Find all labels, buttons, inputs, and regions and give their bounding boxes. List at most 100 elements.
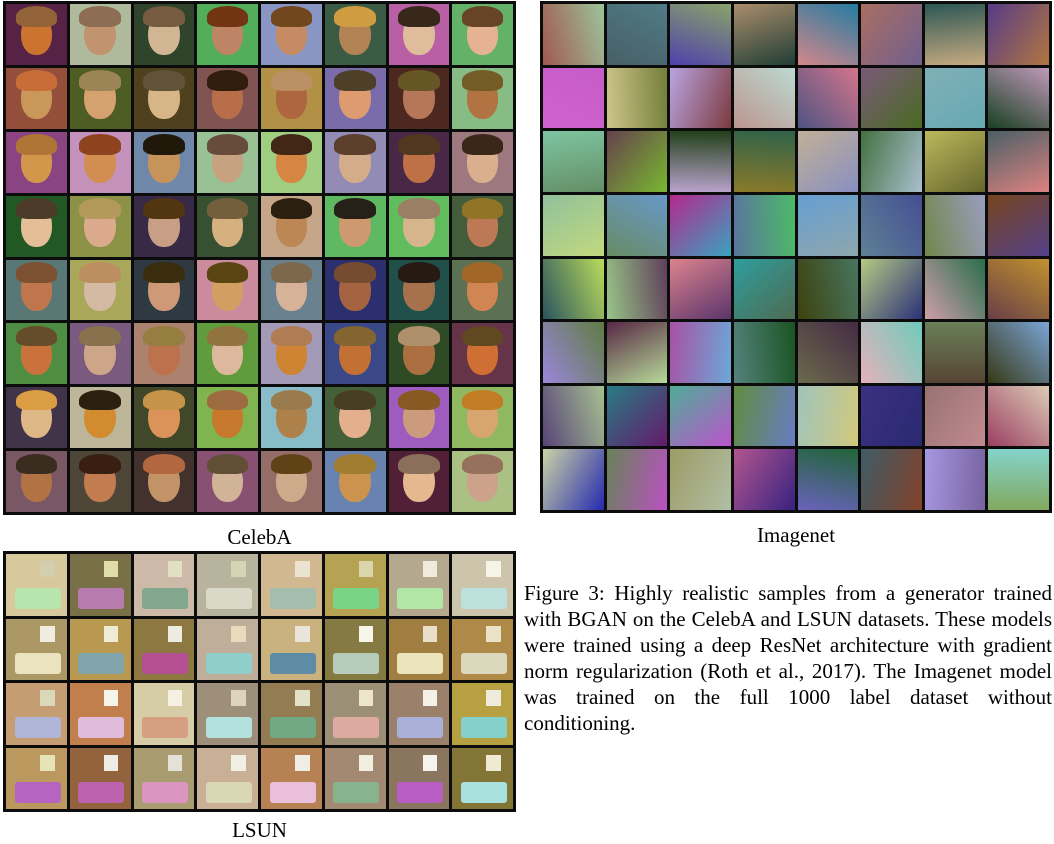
- celeba-sample: [6, 4, 67, 65]
- imagenet-sample: [670, 131, 731, 192]
- lsun-sample: [133, 683, 195, 745]
- celeba-sample: [133, 131, 195, 193]
- imagenet-sample: [797, 322, 859, 383]
- imagenet-sample: [733, 67, 795, 129]
- celeba-sample: [261, 67, 322, 129]
- celeba-sample: [6, 67, 67, 129]
- lsun-sample: [324, 747, 386, 809]
- celeba-sample: [324, 323, 386, 385]
- celeba-sample: [261, 195, 322, 257]
- celeba-sample: [197, 451, 258, 512]
- celeba-sample: [452, 259, 513, 321]
- lsun-sample: [452, 554, 513, 616]
- imagenet-sample: [733, 4, 795, 65]
- imagenet-sample: [861, 322, 922, 383]
- lsun-sample: [261, 554, 322, 616]
- lsun-sample: [388, 747, 450, 809]
- lsun-sample: [6, 554, 67, 616]
- lsun-sample: [452, 618, 513, 680]
- celeba-sample: [6, 131, 67, 193]
- celeba-sample: [69, 4, 131, 65]
- imagenet-sample: [797, 131, 859, 192]
- imagenet-sample: [543, 258, 604, 320]
- imagenet-sample: [924, 131, 986, 192]
- imagenet-sample: [861, 67, 922, 129]
- imagenet-sample: [670, 449, 731, 510]
- imagenet-sample: [797, 67, 859, 129]
- imagenet-sample: [797, 449, 859, 510]
- lsun-sample: [261, 747, 322, 809]
- imagenet-sample: [988, 4, 1049, 65]
- imagenet-sample: [543, 4, 604, 65]
- imagenet-sample: [797, 4, 859, 65]
- imagenet-sample: [924, 4, 986, 65]
- lsun-sample: [324, 554, 386, 616]
- imagenet-sample: [733, 449, 795, 510]
- imagenet-sample: [606, 322, 668, 383]
- lsun-sample: [324, 618, 386, 680]
- imagenet-sample: [733, 131, 795, 192]
- lsun-sample: [69, 618, 131, 680]
- lsun-sample: [452, 747, 513, 809]
- lsun-sample: [388, 618, 450, 680]
- celeba-sample: [452, 451, 513, 512]
- imagenet-sample: [988, 67, 1049, 129]
- celeba-sample: [261, 4, 322, 65]
- celeba-sample: [133, 4, 195, 65]
- celeba-sample: [388, 195, 450, 257]
- celeba-sample: [388, 387, 450, 449]
- celeba-sample: [261, 259, 322, 321]
- imagenet-sample: [733, 194, 795, 256]
- imagenet-sample: [988, 322, 1049, 383]
- celeba-sample: [69, 67, 131, 129]
- celeba-sample: [324, 4, 386, 65]
- celeba-sample: [197, 131, 258, 193]
- celeba-sample: [6, 323, 67, 385]
- celeba-sample: [6, 387, 67, 449]
- celeba-sample: [197, 323, 258, 385]
- celeba-sample: [324, 131, 386, 193]
- lsun-sample: [261, 618, 322, 680]
- celeba-sample: [197, 259, 258, 321]
- imagenet-sample: [606, 449, 668, 510]
- imagenet-sample: [988, 385, 1049, 447]
- imagenet-sample: [861, 4, 922, 65]
- celeba-sample: [69, 131, 131, 193]
- lsun-sample: [69, 683, 131, 745]
- imagenet-sample: [606, 67, 668, 129]
- imagenet-sample: [543, 449, 604, 510]
- imagenet-sample: [543, 131, 604, 192]
- celeba-sample: [69, 259, 131, 321]
- lsun-sample: [197, 683, 258, 745]
- celeba-sample: [452, 4, 513, 65]
- lsun-sample: [6, 618, 67, 680]
- celeba-sample: [388, 323, 450, 385]
- celeba-sample: [133, 387, 195, 449]
- lsun-sample: [197, 554, 258, 616]
- imagenet-sample: [733, 385, 795, 447]
- celeba-sample: [388, 451, 450, 512]
- imagenet-sample: [606, 194, 668, 256]
- celeba-sample: [452, 323, 513, 385]
- imagenet-sample: [924, 258, 986, 320]
- lsun-sample: [452, 683, 513, 745]
- lsun-sample: [69, 554, 131, 616]
- lsun-sample: [133, 618, 195, 680]
- celeba-sample: [133, 195, 195, 257]
- imagenet-sample: [606, 258, 668, 320]
- lsun-sample: [133, 554, 195, 616]
- lsun-sample: [261, 683, 322, 745]
- imagenet-sample: [988, 258, 1049, 320]
- imagenet-sample: [861, 449, 922, 510]
- celeba-panel-label: CelebA: [227, 525, 292, 549]
- celeba-sample: [261, 131, 322, 193]
- imagenet-sample: [924, 322, 986, 383]
- imagenet-sample: [861, 131, 922, 192]
- imagenet-sample: [861, 194, 922, 256]
- imagenet-sample: [670, 194, 731, 256]
- imagenet-sample: [988, 449, 1049, 510]
- celeba-sample: [69, 195, 131, 257]
- lsun-sample: [388, 554, 450, 616]
- lsun-sample: [6, 747, 67, 809]
- celeba-sample: [6, 259, 67, 321]
